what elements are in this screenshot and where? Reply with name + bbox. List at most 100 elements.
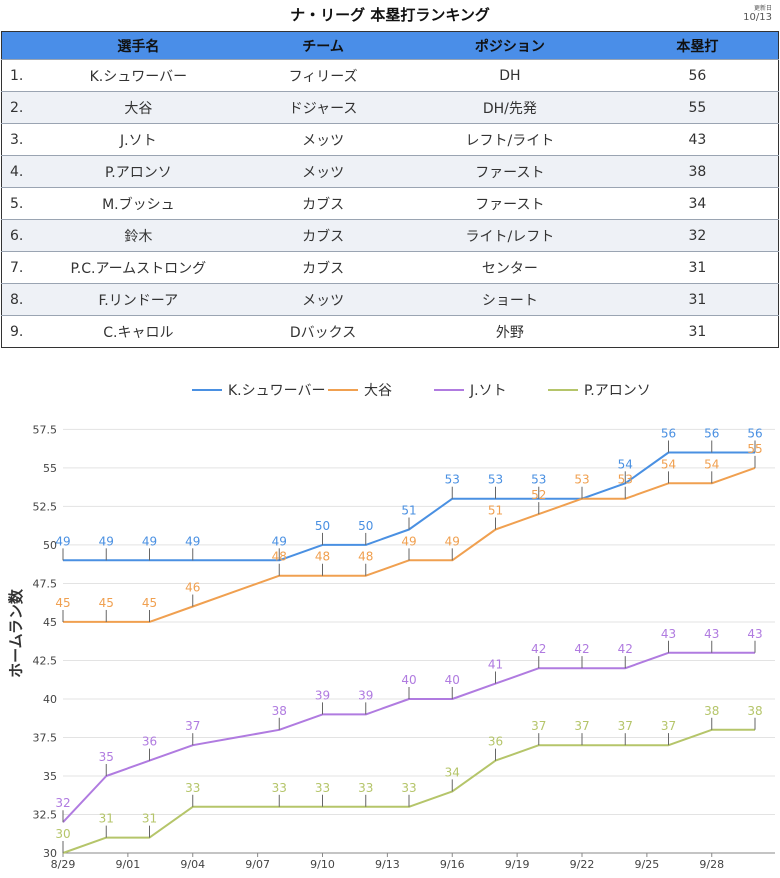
player-cell: 鈴木	[33, 219, 244, 252]
data-label: 37	[185, 719, 200, 733]
data-label: 49	[142, 534, 157, 548]
data-label: 30	[55, 827, 70, 841]
homeruns-cell: 31	[616, 283, 779, 316]
header-team: チーム	[243, 31, 403, 60]
homeruns-cell: 32	[616, 219, 779, 252]
data-label: 46	[185, 581, 200, 595]
data-label: 54	[618, 457, 633, 471]
legend-label: K.シュワーバー	[228, 383, 326, 399]
data-label: 49	[445, 534, 460, 548]
table-row: 2. 大谷 ドジャース DH/先発 55	[1, 91, 779, 124]
x-tick-label: 9/19	[505, 858, 530, 871]
data-label: 48	[272, 550, 287, 564]
ranking-table-body: 1. K.シュワーバー フィリーズ DH 56 2. 大谷 ドジャース DH/先発 55 3. J.ソ…	[1, 59, 779, 348]
position-cell: ショート	[402, 283, 617, 316]
data-label: 45	[55, 596, 70, 610]
homeruns-cell: 34	[616, 187, 779, 220]
y-tick-label: 32.5	[33, 808, 58, 821]
homeruns-cell: 55	[616, 91, 779, 124]
data-label: 40	[401, 673, 416, 687]
table-row: 3. J.ソト メッツ レフト/ライト 43	[1, 123, 779, 156]
data-label: 53	[445, 473, 460, 487]
y-tick-label: 47.5	[33, 577, 58, 590]
position-cell: レフト/ライト	[402, 123, 617, 156]
data-label: 38	[747, 704, 762, 718]
data-label: 32	[55, 796, 70, 810]
table-row: 5. M.ブッシュ カブス ファースト 34	[1, 187, 779, 220]
data-label: 50	[315, 519, 330, 533]
data-label: 37	[574, 719, 589, 733]
data-label: 56	[661, 427, 676, 441]
x-tick-label: 9/04	[180, 858, 205, 871]
data-label: 36	[142, 735, 157, 749]
series-line	[62, 651, 755, 823]
data-label: 35	[99, 750, 114, 764]
header-position: ポジション	[402, 31, 617, 60]
position-cell: センター	[402, 251, 617, 284]
rank-cell: 4.	[1, 155, 34, 188]
data-label: 33	[315, 781, 330, 795]
position-cell: ライト/レフト	[402, 219, 617, 252]
homeruns-cell: 31	[616, 251, 779, 284]
data-label: 41	[488, 658, 503, 672]
data-label: 45	[99, 596, 114, 610]
x-tick-label: 9/25	[635, 858, 660, 871]
table-header-row: 選手名 チーム ポジション 本塁打	[1, 31, 779, 60]
data-label: 43	[747, 627, 762, 641]
data-label: 50	[358, 519, 373, 533]
player-cell: F.リンドーア	[33, 283, 244, 316]
y-tick-label: 45	[43, 616, 57, 629]
data-label: 52	[531, 488, 546, 502]
y-tick-label: 55	[43, 462, 57, 475]
data-label: 48	[358, 550, 373, 564]
data-label: 33	[272, 781, 287, 795]
team-cell: フィリーズ	[243, 59, 403, 92]
position-cell: DH/先発	[402, 91, 617, 124]
table-row: 6. 鈴木 カブス ライト/レフト 32	[1, 219, 779, 252]
data-label: 37	[618, 719, 633, 733]
player-cell: M.ブッシュ	[33, 187, 244, 220]
player-cell: P.アロンソ	[33, 155, 244, 188]
team-cell: ドジャース	[243, 91, 403, 124]
data-label: 42	[531, 642, 546, 656]
data-label: 36	[488, 735, 503, 749]
homeruns-cell: 43	[616, 123, 779, 156]
position-cell: DH	[402, 59, 617, 92]
homeruns-cell: 56	[616, 59, 779, 92]
y-tick-label: 40	[43, 693, 57, 706]
homeruns-cell: 38	[616, 155, 779, 188]
x-tick-label: 9/10	[310, 858, 335, 871]
player-cell: P.C.アームストロング	[33, 251, 244, 284]
homeruns-cell: 31	[616, 315, 779, 348]
data-label: 42	[618, 642, 633, 656]
x-tick-label: 8/29	[51, 858, 76, 871]
data-label: 40	[445, 673, 460, 687]
rank-cell: 5.	[1, 187, 34, 220]
data-label: 49	[401, 534, 416, 548]
data-label: 53	[574, 473, 589, 487]
ranking-table: 選手名 チーム ポジション 本塁打 1. K.シュワーバー フィリーズ DH 56 2. 大…	[1, 31, 779, 348]
player-cell: 大谷	[33, 91, 244, 124]
updated-value: 10/13	[743, 12, 772, 23]
position-cell: ファースト	[402, 187, 617, 220]
y-tick-label: 35	[43, 770, 57, 783]
y-tick-label: 52.5	[33, 500, 58, 513]
data-label: 54	[704, 457, 719, 471]
data-label: 37	[661, 719, 676, 733]
data-label: 31	[99, 812, 114, 826]
rank-cell: 7.	[1, 251, 34, 284]
data-label: 51	[401, 504, 416, 518]
y-tick-label: 37.5	[33, 731, 58, 744]
data-label: 37	[531, 719, 546, 733]
page-title: ナ・リーグ 本塁打ランキング	[290, 6, 490, 24]
header-rank	[1, 31, 34, 60]
team-cell: カブス	[243, 187, 403, 220]
chart-legend: K.シュワーバー 大谷 J.ソト P.アロンソ	[192, 383, 651, 399]
y-tick-label: 57.5	[33, 423, 58, 436]
position-cell: 外野	[402, 315, 617, 348]
data-label: 33	[401, 781, 416, 795]
y-tick-label: 50	[43, 539, 57, 552]
rank-cell: 9.	[1, 315, 34, 348]
data-label: 38	[272, 704, 287, 718]
data-label: 54	[661, 457, 676, 471]
